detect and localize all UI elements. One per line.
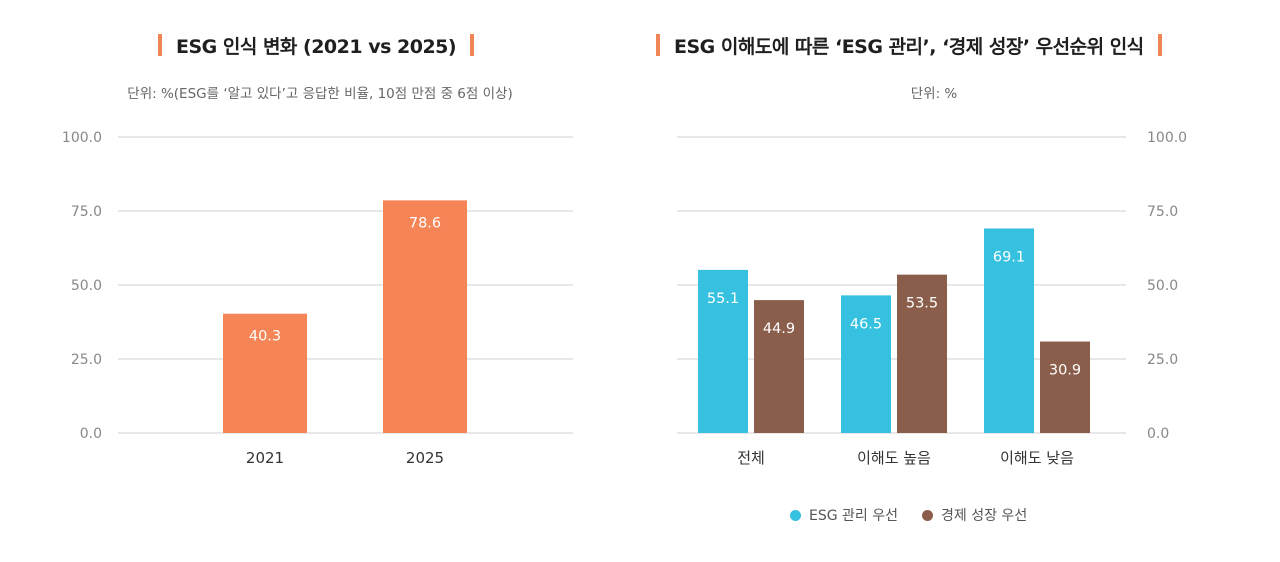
bar-value-label: 55.1 (707, 291, 739, 307)
bar-2025 (383, 200, 467, 433)
right-chart-legend: ESG 관리 우선 경제 성장 우선 (790, 505, 1027, 525)
x-category-label: 이해도 낮음 (1000, 449, 1074, 467)
right-chart-title-text: ESG 이해도에 따른 ‘ESG 관리’, ‘경제 성장’ 우선순위 인식 (674, 35, 1144, 58)
bar-value-label: 46.5 (850, 316, 882, 332)
y-tick-label: 75.0 (1147, 204, 1178, 220)
title-accent-bar (470, 34, 475, 56)
legend-item-esg: ESG 관리 우선 (790, 505, 898, 525)
y-tick-label: 25.0 (71, 352, 102, 368)
y-tick-label: 100.0 (62, 130, 102, 146)
bar-value-label: 78.6 (409, 215, 441, 231)
x-category-label: 2021 (246, 449, 284, 467)
left-chart-unit: 단위: %(ESG를 ‘알고 있다’고 응답한 비율, 10점 만점 중 6점 … (127, 86, 513, 102)
legend-item-economy: 경제 성장 우선 (922, 505, 1027, 525)
title-accent-bar (1157, 34, 1162, 56)
right-chart-title: ESG 이해도에 따른 ‘ESG 관리’, ‘경제 성장’ 우선순위 인식 (656, 30, 1162, 60)
y-tick-label: 50.0 (1147, 278, 1178, 294)
bar-value-label: 40.3 (249, 329, 281, 345)
left-chart-title-text: ESG 인식 변화 (2021 vs 2025) (176, 35, 457, 58)
legend-label-economy: 경제 성장 우선 (941, 508, 1028, 524)
bar-esg-2 (984, 228, 1034, 433)
x-category-label: 전체 (737, 449, 765, 467)
bar-2021 (223, 313, 307, 433)
x-category-label: 이해도 높음 (857, 449, 931, 467)
bar-economy-2 (1040, 341, 1090, 433)
bar-economy-1 (897, 274, 947, 433)
legend-label-esg: ESG 관리 우선 (809, 508, 899, 524)
y-tick-label: 50.0 (71, 278, 102, 294)
y-tick-label: 100.0 (1147, 130, 1187, 146)
bar-value-label: 44.9 (763, 321, 795, 337)
right-chart-unit: 단위: % (910, 86, 958, 102)
left-chart-title: ESG 인식 변화 (2021 vs 2025) (158, 30, 475, 60)
bar-economy-0 (754, 300, 804, 433)
title-accent-bar (158, 34, 162, 56)
bar-esg-0 (698, 269, 748, 433)
bar-value-label: 53.5 (906, 296, 938, 312)
x-category-label: 2025 (406, 449, 444, 467)
y-tick-label: 0.0 (1147, 426, 1169, 442)
y-tick-label: 25.0 (1147, 352, 1178, 368)
bar-esg-1 (841, 295, 891, 433)
legend-dot-esg (790, 509, 801, 521)
bar-value-label: 30.9 (1049, 363, 1081, 379)
y-tick-label: 0.0 (80, 426, 102, 442)
title-accent-bar (656, 34, 660, 56)
legend-dot-economy (922, 509, 934, 521)
bar-value-label: 69.1 (993, 249, 1025, 265)
y-tick-label: 75.0 (71, 204, 102, 220)
